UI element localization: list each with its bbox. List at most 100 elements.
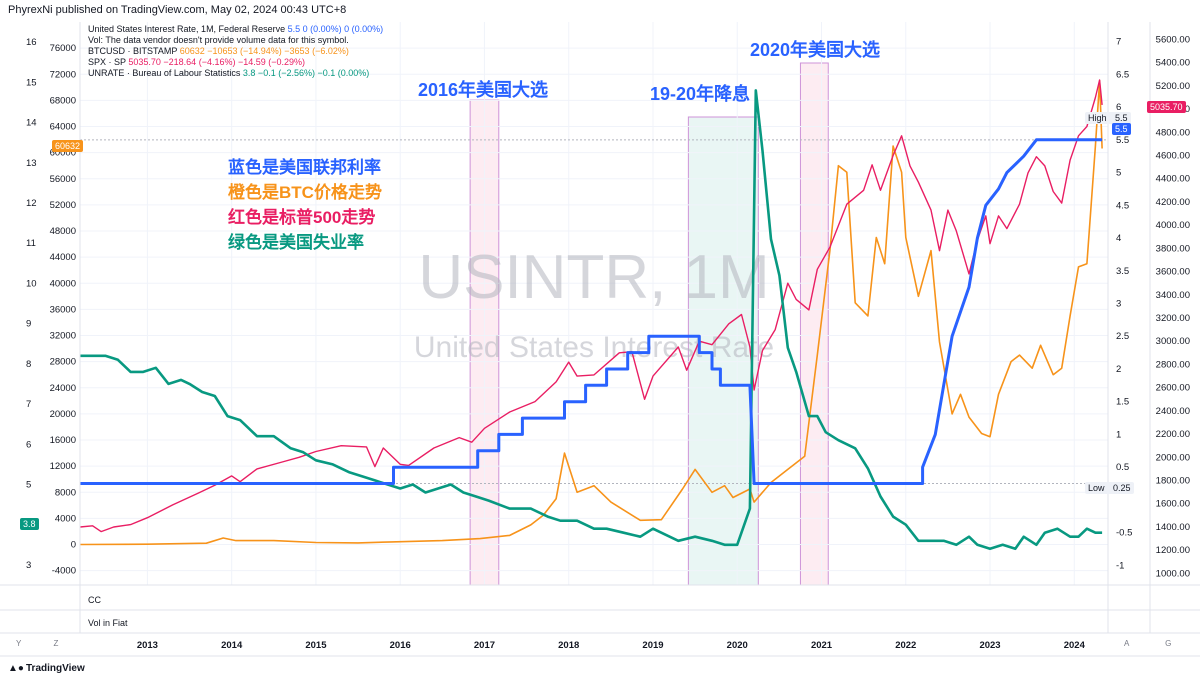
legend-unrate-title: UNRATE · Bureau of Labour Statistics bbox=[88, 68, 241, 78]
rate-tick-6: 6 bbox=[1116, 102, 1121, 113]
spx-tick-4000: 4000.00 bbox=[1156, 220, 1190, 231]
rate-tick--0.5: -0.5 bbox=[1116, 528, 1132, 539]
x-tick-label-2022: 2022 bbox=[895, 640, 916, 651]
legend-rate-values: 5.5 0 (0.00%) 0 (0.00%) bbox=[287, 24, 384, 34]
legend-row-vol[interactable]: Vol: The data vendor doesn't provide vol… bbox=[88, 35, 383, 46]
settings-button[interactable]: G bbox=[1165, 639, 1172, 648]
rate-high-label: High bbox=[1088, 113, 1107, 123]
footer: ▲● TradingView bbox=[0, 658, 1200, 680]
rate-tick-3: 3 bbox=[1116, 299, 1121, 310]
tradingview-logo-icon: ▲● bbox=[8, 663, 24, 674]
rate-tick-1.5: 1.5 bbox=[1116, 397, 1129, 408]
x-tick-label-2018: 2018 bbox=[558, 640, 579, 651]
series-line-btcusd bbox=[79, 80, 1103, 546]
btc-tick-68000: 68000 bbox=[50, 95, 76, 106]
btc-tick-16000: 16000 bbox=[50, 435, 76, 446]
legend-spx-values: 5035.70 −218.64 (−4.16%) −14.59 (−0.29%) bbox=[128, 57, 306, 67]
y-button[interactable]: Y bbox=[16, 639, 22, 648]
btc-tick-32000: 32000 bbox=[50, 331, 76, 342]
unrate-tick-10: 10 bbox=[26, 278, 37, 289]
watermark-subtitle: United States Interest Rate bbox=[414, 331, 774, 364]
spx-tick-1400: 1400.00 bbox=[1156, 522, 1190, 533]
rate-high-tag: High 5.5 bbox=[1085, 112, 1131, 124]
rate-tick--1: -1 bbox=[1116, 560, 1124, 571]
spx-tick-2800: 2800.00 bbox=[1156, 359, 1190, 370]
spx-tick-2200: 2200.00 bbox=[1156, 429, 1190, 440]
btc-last-price-tag: 60632 bbox=[52, 140, 84, 152]
explain-unrate: 绿色是美国失业率 bbox=[228, 233, 364, 252]
rate-last-value-tag: 5.5 bbox=[1112, 123, 1131, 135]
annotation-election-2016: 2016年美国大选 bbox=[418, 80, 549, 100]
auto-scale-button[interactable]: A bbox=[1124, 639, 1129, 648]
spx-tick-3200: 3200.00 bbox=[1156, 313, 1190, 324]
legend-unrate-values: 3.8 −0.1 (−2.56%) −0.1 (0.00%) bbox=[242, 68, 370, 78]
x-tick-label-2020: 2020 bbox=[727, 640, 748, 651]
unrate-tick-16: 16 bbox=[26, 37, 37, 48]
rate-tick-3.5: 3.5 bbox=[1116, 266, 1129, 277]
cc-pane-label: CC bbox=[88, 595, 101, 605]
unrate-tick-14: 14 bbox=[26, 118, 37, 129]
color-explanation: 蓝色是美国联邦利率 橙色是BTC价格走势 红色是标普500走势 绿色是美国失业率 bbox=[228, 155, 382, 255]
spx-tick-2600: 2600.00 bbox=[1156, 383, 1190, 394]
btc-tick-52000: 52000 bbox=[50, 200, 76, 211]
rate-tick-4.5: 4.5 bbox=[1116, 200, 1129, 211]
legend-btc-title: BTCUSD · BITSTAMP bbox=[88, 46, 178, 56]
legend-spx-title: SPX · SP bbox=[88, 57, 126, 67]
btc-tick-64000: 64000 bbox=[50, 122, 76, 133]
unrate-tick-8: 8 bbox=[26, 359, 31, 370]
explain-rate: 蓝色是美国联邦利率 bbox=[228, 158, 381, 177]
unrate-tick-9: 9 bbox=[26, 319, 31, 330]
btc-tick-44000: 44000 bbox=[50, 252, 76, 263]
unrate-tick-6: 6 bbox=[26, 439, 31, 450]
spx-tick-2000: 2000.00 bbox=[1156, 452, 1190, 463]
explain-spx: 红色是标普500走势 bbox=[228, 208, 376, 227]
btc-tick-20000: 20000 bbox=[50, 409, 76, 420]
x-tick-label-2016: 2016 bbox=[390, 640, 411, 651]
btc-tick-40000: 40000 bbox=[50, 278, 76, 289]
rate-tick-5.5: 5.5 bbox=[1116, 135, 1129, 146]
watermark-title: USINTR, 1M bbox=[418, 243, 769, 312]
x-tick-label-2017: 2017 bbox=[474, 640, 495, 651]
rate-tick-2: 2 bbox=[1116, 364, 1121, 375]
btc-tick-24000: 24000 bbox=[50, 383, 76, 394]
rate-high-value: 5.5 bbox=[1115, 113, 1128, 123]
btc-tick-72000: 72000 bbox=[50, 69, 76, 80]
rate-tick-6.5: 6.5 bbox=[1116, 69, 1129, 80]
legend-row-unrate[interactable]: UNRATE · Bureau of Labour Statistics 3.8… bbox=[88, 68, 383, 79]
shaded-region-3 bbox=[799, 62, 829, 586]
vol-pane-label: Vol in Fiat bbox=[88, 618, 128, 628]
published-info: PhyrexNi published on TradingView.com, M… bbox=[8, 4, 347, 16]
spx-tick-5200: 5200.00 bbox=[1156, 81, 1190, 92]
spx-tick-3000: 3000.00 bbox=[1156, 336, 1190, 347]
spx-tick-4600: 4600.00 bbox=[1156, 150, 1190, 161]
rate-tick-5: 5 bbox=[1116, 168, 1121, 179]
spx-tick-5600: 5600.00 bbox=[1156, 34, 1190, 45]
tradingview-brand: TradingView bbox=[26, 663, 85, 674]
legend-vol-title: Vol: The data vendor doesn't provide vol… bbox=[88, 35, 349, 45]
spx-tick-1000: 1000.00 bbox=[1156, 568, 1190, 579]
legend-row-btc[interactable]: BTCUSD · BITSTAMP 60632 −10653 (−14.94%)… bbox=[88, 46, 383, 57]
footer-left-buttons: Y Z bbox=[16, 639, 58, 648]
unrate-tick-5: 5 bbox=[26, 479, 31, 490]
legend-row-rate[interactable]: United States Interest Rate, 1M, Federal… bbox=[88, 24, 383, 35]
unrate-tick-11: 11 bbox=[26, 238, 36, 249]
spx-tick-4200: 4200.00 bbox=[1156, 197, 1190, 208]
spx-tick-4400: 4400.00 bbox=[1156, 174, 1190, 185]
unrate-tick-3: 3 bbox=[26, 560, 31, 571]
z-button[interactable]: Z bbox=[53, 639, 59, 648]
btc-tick-36000: 36000 bbox=[50, 304, 76, 315]
spx-tick-1800: 1800.00 bbox=[1156, 476, 1190, 487]
btc-tick-4000: 4000 bbox=[55, 513, 76, 524]
spx-tick-3400: 3400.00 bbox=[1156, 290, 1190, 301]
legend-rate-title: United States Interest Rate, 1M, Federal… bbox=[88, 24, 286, 34]
legend-row-spx[interactable]: SPX · SP 5035.70 −218.64 (−4.16%) −14.59… bbox=[88, 57, 383, 68]
rate-low-tag: Low 0.25 bbox=[1085, 482, 1134, 494]
series-line-united-states-interest-rate bbox=[80, 138, 1103, 485]
unrate-tick-15: 15 bbox=[26, 77, 37, 88]
x-tick-label-2014: 2014 bbox=[221, 640, 243, 651]
btc-tick--4000: -4000 bbox=[52, 566, 76, 577]
annotation-election-2020: 2020年美国大选 bbox=[750, 40, 881, 60]
x-tick-label-2021: 2021 bbox=[811, 640, 833, 651]
rate-low-label: Low bbox=[1088, 483, 1105, 493]
